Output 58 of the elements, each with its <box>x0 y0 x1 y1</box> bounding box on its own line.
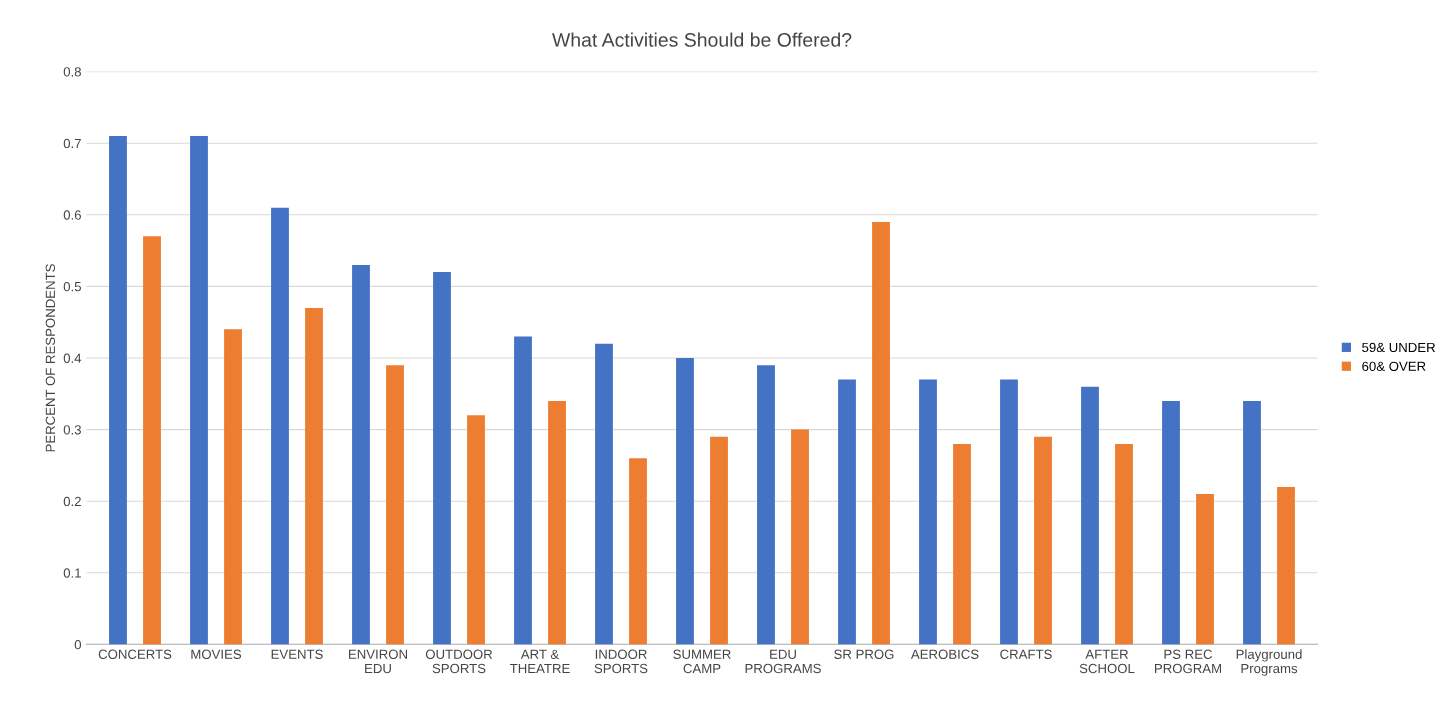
bar <box>1162 400 1180 645</box>
legend-label: 59& UNDER <box>1362 342 1436 353</box>
bar <box>386 365 404 645</box>
bar <box>143 236 161 645</box>
bar <box>190 136 208 645</box>
bar <box>1115 443 1133 645</box>
y-tick-label: 0.1 <box>63 568 81 578</box>
y-tick-label: 0.5 <box>63 281 81 292</box>
bar <box>757 365 775 645</box>
x-tick-label: SR PROG <box>834 649 894 659</box>
chart-title: What Activities Should be Offered? <box>552 32 852 47</box>
bar <box>352 264 370 645</box>
x-tick-label: INDOOR SPORTS <box>594 649 648 674</box>
y-tick-label: 0.2 <box>63 496 81 507</box>
x-tick-label: ART & THEATRE <box>509 649 570 674</box>
y-axis-title: PERCENT OF RESPONDENTS <box>45 264 56 452</box>
x-tick-label: SUMMER CAMP <box>673 649 731 674</box>
bar <box>467 415 485 645</box>
bar <box>433 272 451 645</box>
y-tick-label: 0.6 <box>63 210 81 220</box>
bar <box>1196 494 1214 645</box>
bar <box>1000 379 1018 645</box>
bar <box>629 458 647 645</box>
bar <box>271 207 289 645</box>
bar <box>305 307 323 645</box>
x-tick-label: AEROBICS <box>910 649 979 659</box>
bar <box>1277 486 1295 645</box>
x-tick-label: EVENTS <box>271 649 323 659</box>
x-tick-label: CRAFTS <box>1000 649 1052 659</box>
x-tick-label: OUTDOOR SPORTS <box>425 649 493 674</box>
bar <box>224 329 242 645</box>
x-tick-label: MOVIES <box>191 649 242 659</box>
x-tick-label: AFTER SCHOOL <box>1079 649 1135 674</box>
bar <box>548 400 566 645</box>
bar <box>676 358 694 645</box>
bar <box>1034 436 1052 645</box>
x-tick-label: Playground Programs <box>1236 649 1302 676</box>
bar <box>838 379 856 645</box>
y-tick-label: 0.4 <box>63 353 82 363</box>
y-tick-label: 0.3 <box>63 425 81 435</box>
bar <box>953 443 971 645</box>
y-tick-label: 0.8 <box>63 67 81 77</box>
bar <box>791 429 809 645</box>
x-tick-label: CONCERTS <box>98 649 172 659</box>
bar <box>109 136 127 645</box>
x-tick-label: PS REC PROGRAM <box>1154 649 1221 674</box>
bar <box>1243 400 1261 645</box>
bar <box>1081 386 1099 645</box>
bar <box>595 343 613 645</box>
legend-label: 60& OVER <box>1362 361 1426 371</box>
bar <box>919 379 937 645</box>
y-tick-label: 0.7 <box>63 138 81 149</box>
x-tick-label: ENVIRON EDU <box>349 649 407 674</box>
bar <box>872 221 890 645</box>
x-tick-label: EDU PROGRAMS <box>745 649 821 674</box>
bar <box>710 436 728 645</box>
y-tick-label: 0 <box>74 639 82 650</box>
bar <box>514 336 532 645</box>
